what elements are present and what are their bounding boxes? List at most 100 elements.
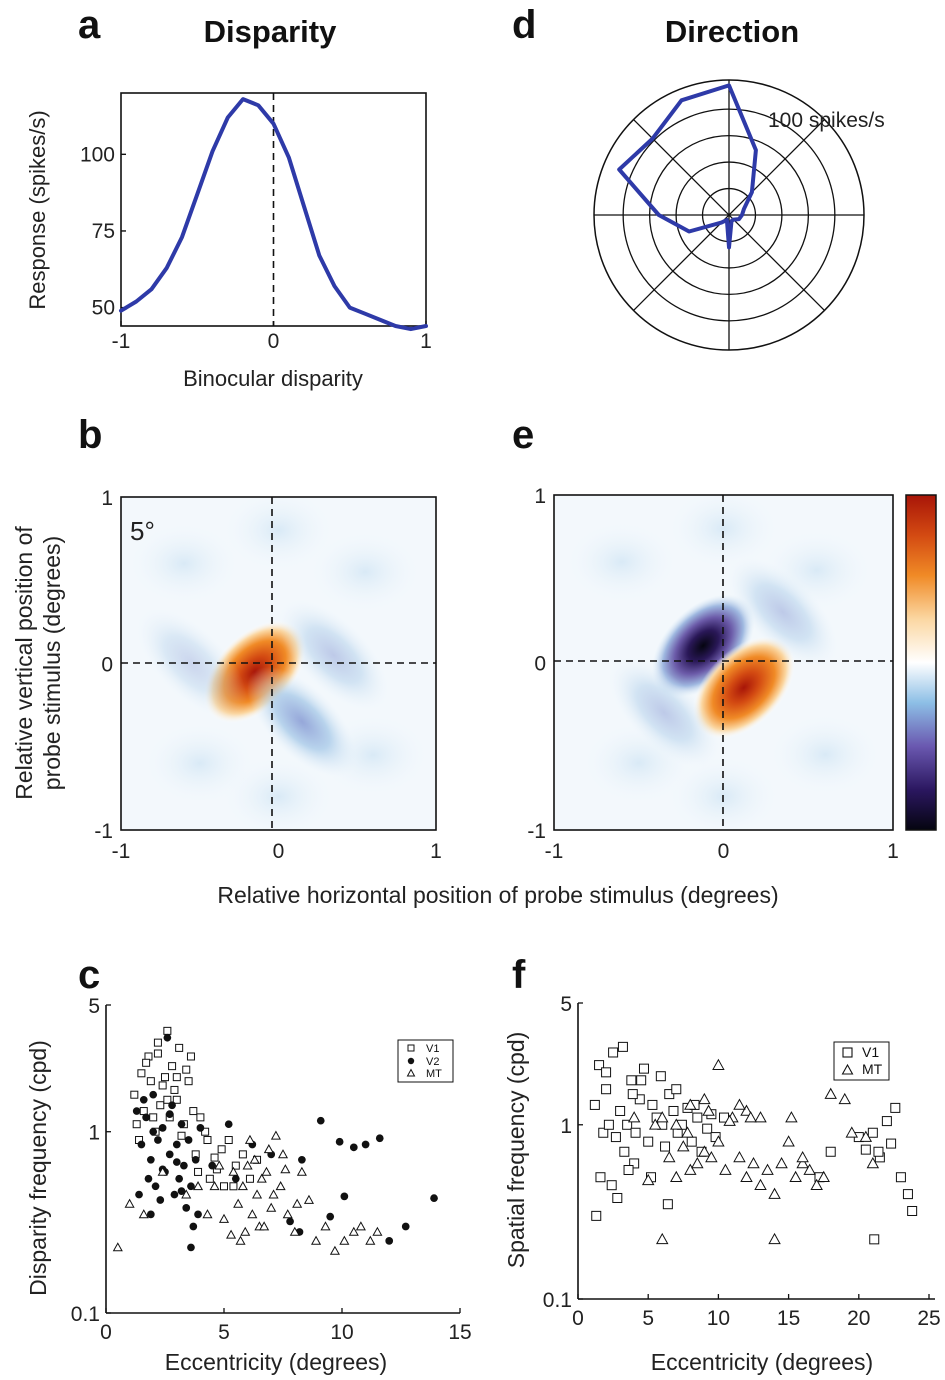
panel-c-v1-point xyxy=(189,1107,198,1116)
panel-c-v2-point xyxy=(172,1140,181,1149)
panel-c-ytick-label: 5 xyxy=(88,995,100,1018)
panel-f-v1-point xyxy=(601,1067,612,1078)
panel-c-v2-point xyxy=(165,1110,174,1118)
panel-f-xtick-label: 5 xyxy=(642,1307,654,1330)
panel-f-v1-point xyxy=(881,1116,892,1127)
panel-f-v1-point xyxy=(606,1180,617,1191)
panel-c-v1-point xyxy=(172,1073,181,1082)
panel-c-v1-point xyxy=(168,1062,177,1071)
panel-c-mt-point xyxy=(242,1160,253,1170)
panel-c-v1-point xyxy=(130,1090,139,1099)
panel-c-v2-point xyxy=(142,1113,150,1122)
panel-f-v1-point xyxy=(671,1084,682,1095)
panel-c-v1-point xyxy=(217,1145,226,1154)
panel-c-v2-point xyxy=(158,1124,167,1132)
panel-c-mt-point xyxy=(292,1198,303,1208)
panel-f-v1-point xyxy=(601,1084,612,1095)
panel-c-mt-point xyxy=(372,1226,383,1236)
colorbar xyxy=(905,494,937,831)
panel-f-v1-point xyxy=(636,1075,647,1086)
panel-f-v1-point xyxy=(634,1094,645,1105)
panel-f-v1-point xyxy=(603,1119,614,1130)
panel-f-v1-point xyxy=(622,1119,633,1130)
panel-f-mt-point xyxy=(810,1178,823,1191)
panel-f-v1-point xyxy=(608,1047,619,1058)
panel-c-mt-point xyxy=(320,1221,331,1231)
panel-f-mt-point xyxy=(723,1114,736,1126)
panel-f-v1-point xyxy=(619,1146,630,1157)
panel-e-background-texture xyxy=(566,522,677,602)
legend-f-mt-marker xyxy=(841,1063,854,1075)
panel-letter-c: c xyxy=(78,953,100,997)
panel-f-v1-point xyxy=(668,1105,679,1116)
panel-c-v1-point xyxy=(220,1182,228,1191)
panel-f-v1-point xyxy=(591,1210,602,1221)
panel-c-v1-point xyxy=(210,1153,219,1162)
disparity-frequency-scatter: 0 5 10 150.115 V1 V2 MT Eccentricity (degre… xyxy=(25,995,472,1375)
panel-c-xtick-label: 10 xyxy=(330,1321,353,1344)
panel-c-mt-point xyxy=(235,1235,246,1245)
panel-f-ytick-label: 1 xyxy=(560,1115,572,1138)
polar-ring-label: 100 spikes/s xyxy=(768,109,885,132)
panel-c-mt-point xyxy=(355,1221,366,1231)
panel-c-v2-point xyxy=(430,1194,438,1203)
panel-e-xtick-label: -1 xyxy=(545,840,564,863)
panel-c-v2-point xyxy=(191,1155,200,1164)
panel-f-ytick-label: 0.1 xyxy=(543,1289,572,1312)
panel-c-v2-point xyxy=(184,1136,193,1144)
panel-b-ylabel-line1: Relative vertical position of xyxy=(11,526,37,800)
panel-e-ytick-label: 0 xyxy=(534,653,546,676)
legend-v1-marker xyxy=(407,1044,415,1052)
panel-c-v1-point xyxy=(203,1136,212,1145)
panel-f-v1-point xyxy=(907,1205,918,1216)
panel-c-v2-point xyxy=(144,1174,153,1183)
panel-f-ylabel: Spatial frequency (cpd) xyxy=(503,1032,529,1269)
panel-a-ytick-label: 75 xyxy=(92,220,115,243)
panel-c-v1-point xyxy=(163,1095,172,1104)
panel-f-mt-point xyxy=(684,1163,697,1175)
panel-f-mt-point xyxy=(712,1058,725,1070)
panel-c-v1-point xyxy=(161,1073,169,1082)
panel-f-mt-point xyxy=(733,1098,746,1110)
panel-c-v1-point xyxy=(149,1113,158,1122)
panel-e-receptive-field-blob xyxy=(609,657,720,768)
panel-f-v1-point xyxy=(626,1075,637,1086)
panel-c-mt-point xyxy=(209,1181,220,1191)
panel-f-v1-point xyxy=(623,1165,634,1176)
legend-f-v1-label: V1 xyxy=(862,1044,879,1060)
panel-f-mt-point xyxy=(698,1145,711,1157)
panel-c-v2-point xyxy=(187,1182,195,1191)
panel-c-v2-point xyxy=(194,1210,202,1219)
panel-c-v1-point xyxy=(231,1161,240,1170)
panel-a-xlabel: Binocular disparity xyxy=(183,366,363,391)
panel-c-v1-point xyxy=(139,1107,148,1116)
panel-c-v1-point xyxy=(156,1101,165,1110)
panel-f-v1-point xyxy=(638,1063,649,1074)
panel-c-v1-point xyxy=(201,1127,210,1136)
panel-c-v1-point xyxy=(170,1085,179,1094)
panel-c-mt-point xyxy=(157,1166,168,1176)
panel-a-ytick-label: 50 xyxy=(92,297,115,320)
legend-v2-label: V2 xyxy=(426,1056,439,1068)
panel-f-v1-point xyxy=(617,1041,628,1052)
panel-c-v2-point xyxy=(316,1116,325,1125)
panel-c-v1-point xyxy=(163,1026,172,1035)
panel-c-legend-box xyxy=(397,1039,454,1083)
panel-f-mt-point xyxy=(761,1163,774,1175)
disparity-tuning-curve xyxy=(119,97,428,332)
panel-f-mt-point xyxy=(684,1098,697,1110)
panel-f-v1-point xyxy=(655,1071,666,1082)
panel-c-xtick-label: 5 xyxy=(218,1321,230,1344)
panel-f-v1-point xyxy=(825,1146,836,1157)
panel-c-v1-point xyxy=(153,1049,162,1058)
panel-c-v2-point xyxy=(385,1237,394,1245)
panel-c-v2-point xyxy=(163,1033,172,1042)
panel-c-v2-point xyxy=(401,1222,410,1231)
panel-b-ytick-label: 0 xyxy=(101,654,113,677)
panel-a-title: Disparity xyxy=(204,14,337,49)
panel-c-v2-point xyxy=(139,1095,148,1104)
panel-c-v2-point xyxy=(168,1101,176,1110)
panel-e-frame xyxy=(553,494,894,831)
panel-f-v1-point xyxy=(610,1132,621,1143)
